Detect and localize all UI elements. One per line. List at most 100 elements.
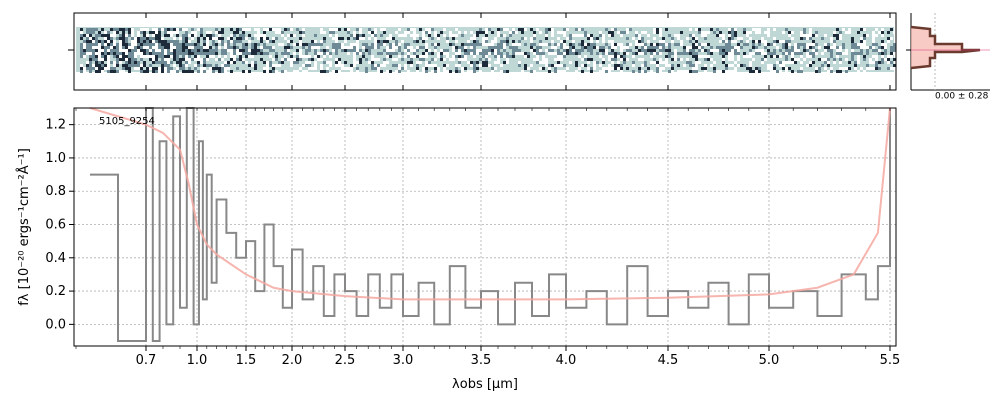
spectrum-2d-pixel — [257, 31, 260, 34]
spectrum-2d-pixel — [503, 70, 506, 73]
spectrum-2d-pixel — [581, 43, 584, 46]
spectrum-2d-pixel — [731, 37, 734, 40]
spectrum-2d-pixel — [653, 37, 656, 40]
spectrum-2d-pixel — [584, 34, 587, 37]
spectrum-2d-pixel — [359, 52, 362, 55]
spectrum-2d-pixel — [128, 61, 131, 64]
spectrum-2d-pixel — [764, 58, 767, 61]
spectrum-2d-pixel — [722, 70, 725, 73]
spectrum-2d-pixel — [554, 64, 557, 67]
spectrum-2d-pixel — [170, 67, 173, 70]
spectrum-2d-pixel — [698, 55, 701, 58]
spectrum-2d-pixel — [704, 70, 707, 73]
spectrum-2d-pixel — [563, 55, 566, 58]
spectrum-2d-pixel — [143, 70, 146, 73]
spectrum-2d-pixel — [659, 52, 662, 55]
spectrum-2d-pixel — [569, 43, 572, 46]
spectrum-2d-pixel — [383, 58, 386, 61]
spectrum-2d-pixel — [164, 61, 167, 64]
spectrum-2d-pixel — [188, 70, 191, 73]
spectrum-2d-pixel — [185, 28, 188, 31]
spectrum-2d-pixel — [527, 67, 530, 70]
spectrum-2d-pixel — [548, 67, 551, 70]
spectrum-2d-pixel — [842, 67, 845, 70]
spectrum-2d-pixel — [338, 58, 341, 61]
spectrum-2d-pixel — [608, 64, 611, 67]
spectrum-2d-pixel — [368, 31, 371, 34]
spectrum-2d-pixel — [353, 46, 356, 49]
spectrum-2d-pixel — [830, 55, 833, 58]
spectrum-2d-pixel — [398, 43, 401, 46]
spectrum-2d-pixel — [212, 67, 215, 70]
spectrum-2d-pixel — [107, 40, 110, 43]
y-tick-label: 0.2 — [45, 284, 66, 299]
spectrum-2d-pixel — [299, 55, 302, 58]
spectrum-2d-pixel — [392, 52, 395, 55]
spectrum-2d-pixel — [353, 64, 356, 67]
spectrum-2d-pixel — [122, 28, 125, 31]
spectrum-2d-pixel — [98, 61, 101, 64]
spectrum-2d-pixel — [275, 55, 278, 58]
spectrum-2d-pixel — [545, 28, 548, 31]
spectrum-2d-pixel — [134, 58, 137, 61]
spectrum-2d-pixel — [731, 28, 734, 31]
spectrum-2d-pixel — [860, 49, 863, 52]
spectrum-2d-pixel — [734, 34, 737, 37]
spectrum-2d-pixel — [458, 52, 461, 55]
spectrum-2d-pixels — [80, 28, 896, 73]
x-tick-label: 4.5 — [658, 353, 679, 368]
spectrum-2d-pixel — [242, 37, 245, 40]
spectrum-2d-pixel — [101, 61, 104, 64]
spectrum-2d-pixel — [212, 70, 215, 73]
spectrum-2d-pixel — [407, 70, 410, 73]
spectrum-2d-pixel — [656, 61, 659, 64]
spectrum-2d-pixel — [740, 64, 743, 67]
spectrum-2d-pixel — [878, 31, 881, 34]
spectrum-2d-pixel — [833, 61, 836, 64]
spectrum-2d-pixel — [161, 58, 164, 61]
spectrum-2d-pixel — [470, 49, 473, 52]
spectrum-2d-pixel — [284, 46, 287, 49]
spectrum-2d-pixel — [839, 58, 842, 61]
spectrum-2d-pixel — [656, 28, 659, 31]
spectrum-2d-pixel — [767, 49, 770, 52]
spectrum-2d-pixel — [212, 34, 215, 37]
spectrum-2d-pixel — [623, 61, 626, 64]
spectrum-2d-pixel — [179, 49, 182, 52]
spectrum-2d-pixel — [506, 55, 509, 58]
spectrum-2d-pixel — [194, 34, 197, 37]
spectrum-2d-pixel — [854, 67, 857, 70]
spectrum-2d-pixel — [770, 43, 773, 46]
spectrum-2d-pixel — [695, 70, 698, 73]
spectrum-2d-pixel — [116, 46, 119, 49]
spectrum-2d-pixel — [287, 58, 290, 61]
spectrum-2d-pixel — [611, 34, 614, 37]
spectrum-2d-pixel — [188, 61, 191, 64]
spectrum-2d-pixel — [206, 49, 209, 52]
spectrum-2d-pixel — [176, 40, 179, 43]
spectrum-2d-pixel — [464, 67, 467, 70]
spectrum-2d-pixel — [347, 67, 350, 70]
spectrum-2d-pixel — [611, 40, 614, 43]
spectrum-2d-pixel — [794, 58, 797, 61]
spectrum-2d-pixel — [380, 52, 383, 55]
spectrum-2d-pixel — [470, 43, 473, 46]
spectrum-2d-pixel — [353, 43, 356, 46]
spectrum-2d-pixel — [236, 46, 239, 49]
spectrum-2d-pixel — [791, 46, 794, 49]
spectrum-2d-pixel — [227, 40, 230, 43]
spectrum-2d-pixel — [818, 67, 821, 70]
spectrum-2d-pixel — [434, 67, 437, 70]
spectrum-2d-pixel — [425, 43, 428, 46]
spectrum-2d-pixel — [173, 55, 176, 58]
spectrum-2d-pixel — [209, 64, 212, 67]
spectrum-2d-pixel — [95, 46, 98, 49]
spectrum-2d-pixel — [602, 34, 605, 37]
spectrum-2d-pixel — [215, 64, 218, 67]
spectrum-2d-pixel — [455, 40, 458, 43]
spectrum-2d-pixel — [272, 46, 275, 49]
spectrum-2d-pixel — [338, 46, 341, 49]
spectrum-2d-pixel — [878, 52, 881, 55]
spectrum-2d-pixel — [101, 49, 104, 52]
spectrum-2d-pixel — [179, 28, 182, 31]
